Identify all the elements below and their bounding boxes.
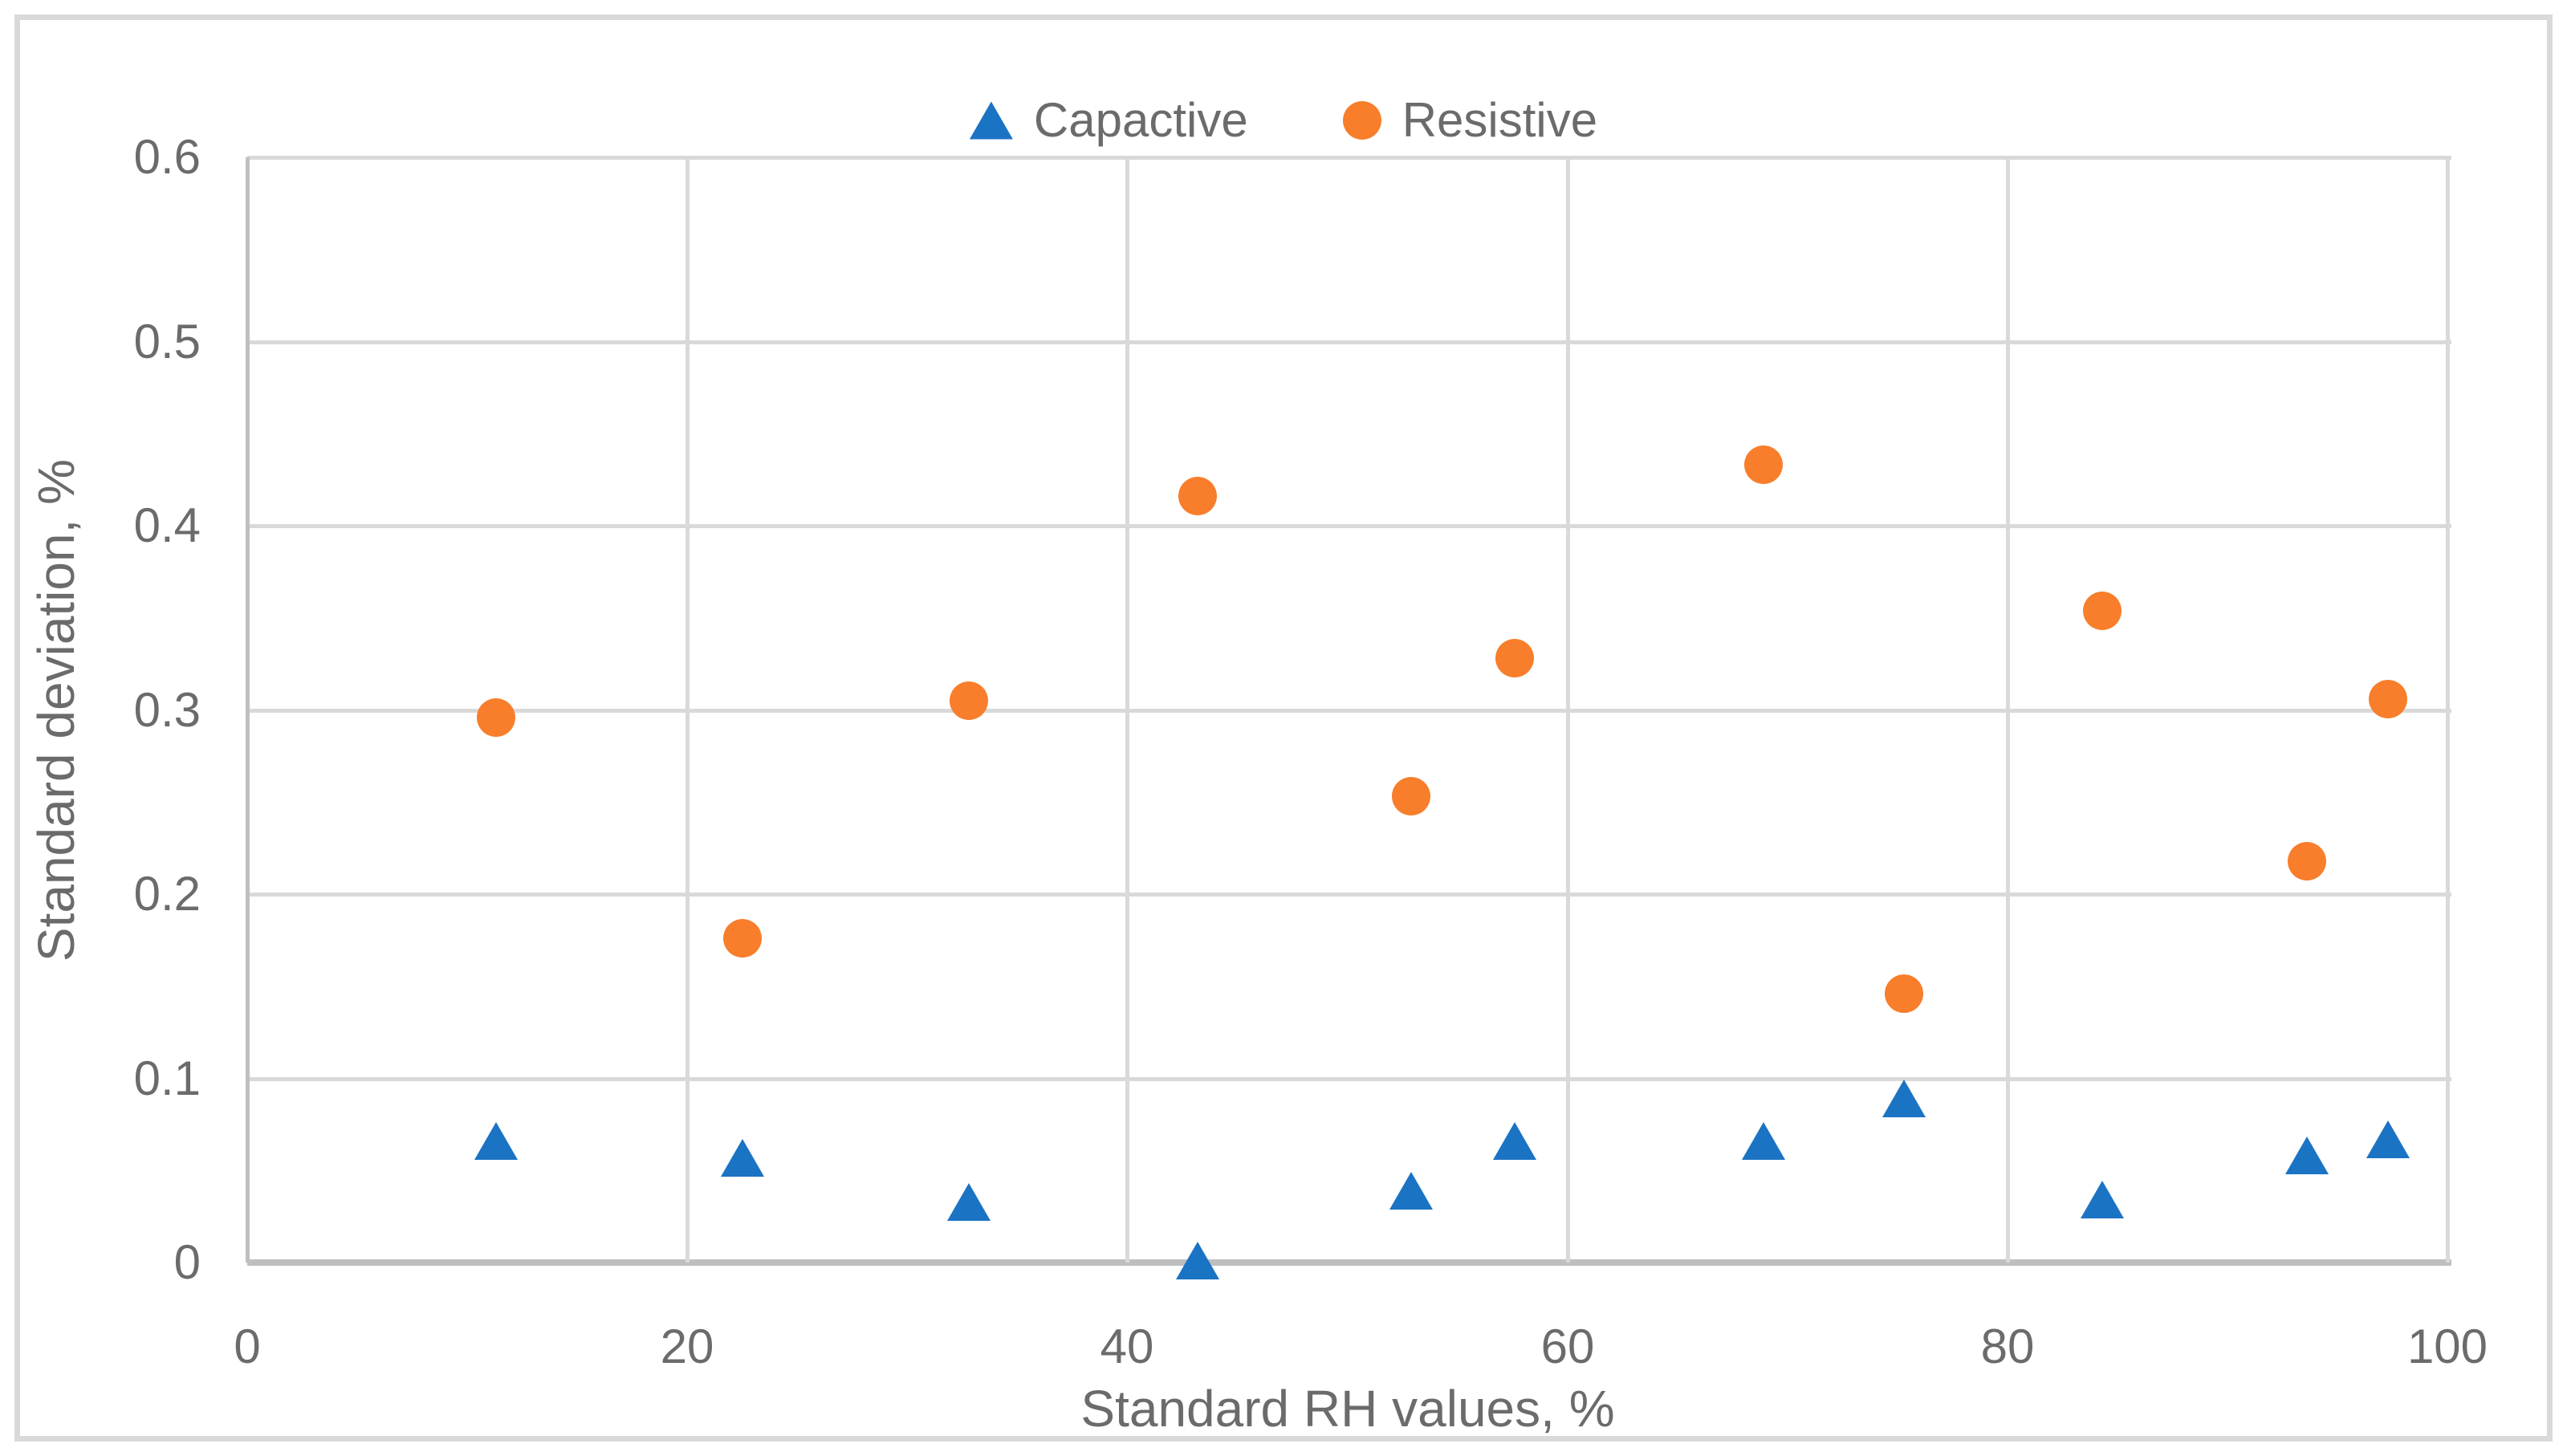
y-axis-line bbox=[246, 157, 250, 1263]
x-tick-label: 100 bbox=[2406, 1320, 2488, 1373]
data-point-resistive-10 bbox=[2369, 680, 2407, 718]
legend: Capactive Resistive bbox=[0, 83, 2567, 158]
data-point-resistive-9 bbox=[2288, 842, 2326, 881]
horizontal-gridline bbox=[247, 340, 2451, 344]
vertical-gridline bbox=[1125, 157, 1129, 1263]
data-point-resistive-5 bbox=[1495, 639, 1534, 677]
horizontal-gridline bbox=[247, 893, 2451, 897]
x-tick-label: 40 bbox=[1100, 1320, 1154, 1373]
data-point-resistive-2 bbox=[950, 681, 988, 720]
legend-label-capactive: Capactive bbox=[1033, 93, 1248, 147]
data-point-resistive-6 bbox=[1744, 445, 1783, 484]
data-point-resistive-8 bbox=[2083, 592, 2122, 630]
data-point-resistive-1 bbox=[723, 919, 762, 958]
x-axis-line bbox=[247, 1259, 2451, 1266]
legend-item-capactive: Capactive bbox=[969, 93, 1248, 147]
legend-item-resistive: Resistive bbox=[1342, 93, 1598, 147]
vertical-gridline bbox=[2006, 157, 2010, 1263]
data-point-resistive-3 bbox=[1178, 477, 1217, 515]
legend-label-resistive: Resistive bbox=[1401, 93, 1598, 147]
vertical-gridline bbox=[685, 157, 690, 1263]
y-tick-label: 0.2 bbox=[133, 867, 201, 921]
x-tick-label: 0 bbox=[234, 1320, 261, 1373]
y-tick-label: 0 bbox=[173, 1235, 201, 1289]
y-tick-label: 0.3 bbox=[133, 683, 201, 737]
horizontal-gridline bbox=[247, 709, 2451, 713]
vertical-gridline bbox=[2446, 157, 2450, 1263]
y-tick-label: 0.4 bbox=[133, 498, 201, 552]
x-tick-label: 60 bbox=[1540, 1320, 1595, 1373]
y-tick-label: 0.1 bbox=[133, 1051, 201, 1105]
horizontal-gridline bbox=[247, 1077, 2451, 1081]
y-tick-label: 0.6 bbox=[133, 130, 201, 184]
data-point-resistive-7 bbox=[1885, 974, 1923, 1013]
x-tick-label: 20 bbox=[660, 1320, 714, 1373]
horizontal-gridline bbox=[247, 524, 2451, 528]
triangle-marker-icon bbox=[969, 101, 1013, 140]
data-point-resistive-0 bbox=[477, 698, 515, 737]
x-axis-title: Standard RH values, % bbox=[1080, 1380, 1615, 1438]
y-tick-label: 0.5 bbox=[133, 315, 201, 368]
vertical-gridline bbox=[1566, 157, 1570, 1263]
horizontal-gridline bbox=[247, 156, 2451, 160]
figure-border bbox=[14, 14, 2553, 1442]
data-point-resistive-4 bbox=[1392, 777, 1430, 815]
circle-marker-icon bbox=[1342, 101, 1381, 140]
x-tick-label: 80 bbox=[1980, 1320, 2035, 1373]
